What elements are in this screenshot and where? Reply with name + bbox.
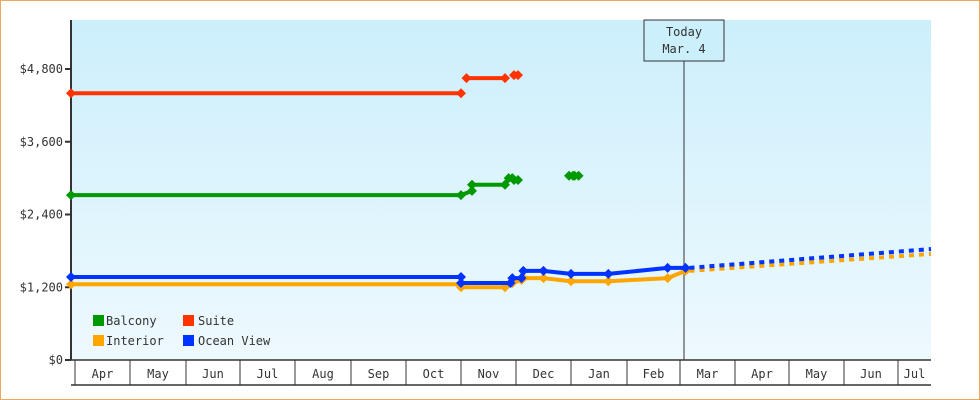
month-label: Jun (202, 367, 224, 381)
ocean-view-point (516, 273, 527, 284)
y-tick-label: $0 (49, 353, 63, 367)
interior-point (538, 273, 549, 284)
ocean-view-point (456, 271, 466, 282)
month-label: Dec (533, 367, 555, 381)
month-label: Oct (423, 367, 445, 381)
month-label: Nov (478, 367, 500, 381)
interior-point (66, 279, 76, 290)
interior-point (662, 273, 673, 284)
legend-swatch-interior (93, 335, 104, 346)
suite-point (500, 73, 510, 84)
legend-label-balcony: Balcony (106, 314, 157, 328)
balcony-point (573, 170, 584, 181)
month-label: May (147, 367, 169, 381)
month-label: Feb (643, 367, 665, 381)
legend-swatch-balcony (93, 315, 104, 326)
balcony-point (513, 174, 523, 185)
ocean-view-point (518, 265, 529, 276)
month-label: May (806, 367, 828, 381)
ocean-view-point (456, 278, 466, 289)
y-axis: $0 $1,200 $2,400 $3,600 $4,800 (20, 20, 72, 367)
ocean-view-point (66, 271, 76, 282)
ocean-view-point (538, 265, 549, 276)
legend-label-ocean-view: Ocean View (198, 334, 271, 348)
suite-point (456, 88, 466, 99)
series-layer (66, 70, 932, 293)
month-label: Sep (368, 367, 390, 381)
legend-item-interior: Interior (93, 334, 164, 348)
balcony-point (467, 179, 477, 190)
balcony-point (456, 190, 466, 201)
legend-item-suite: Suite (183, 314, 234, 328)
legend-item-ocean-view: Ocean View (183, 334, 271, 348)
y-tick-label: $4,800 (20, 62, 63, 76)
month-label: Apr (92, 367, 114, 381)
y-tick-label: $1,200 (20, 280, 63, 294)
month-label: Jul (257, 367, 279, 381)
ocean-view-point (680, 262, 691, 273)
balcony-point (66, 190, 76, 201)
month-label: Jan (588, 367, 610, 381)
legend-item-balcony: Balcony (93, 314, 157, 328)
legend-swatch-suite (183, 315, 194, 326)
month-label: Apr (751, 367, 773, 381)
ocean-view-projection-line (689, 247, 932, 270)
month-label: Jun (860, 367, 882, 381)
balcony-point (500, 179, 510, 190)
x-axis: Apr May Jun Jul Aug Sep Oct Nov Dec Jan Feb Mar Apr M… (71, 359, 931, 386)
y-tick-label: $3,600 (20, 135, 63, 149)
balcony-point (467, 185, 477, 196)
interior-point (566, 276, 576, 287)
suite-point (513, 70, 523, 81)
ocean-view-point (662, 262, 673, 273)
suite-point (66, 88, 76, 99)
today-label: Today (666, 25, 702, 39)
y-tick-label: $2,400 (20, 208, 63, 222)
suite-point (461, 73, 472, 84)
today-marker: Today Mar. 4 (643, 19, 725, 360)
legend-label-interior: Interior (106, 334, 164, 348)
month-label: Mar (697, 367, 719, 381)
month-label: Jul (904, 367, 926, 381)
interior-point (603, 276, 614, 287)
plot-area (71, 20, 931, 360)
interior-projection-line (689, 251, 932, 273)
ocean-view-point (603, 268, 614, 279)
month-label: Aug (312, 367, 334, 381)
ocean-view-point (566, 268, 576, 279)
legend-label-suite: Suite (198, 314, 234, 328)
ocean-view-point (507, 273, 518, 284)
legend: Balcony Suite Interior Ocean View (93, 314, 271, 348)
legend-swatch-ocean-view (183, 335, 194, 346)
today-date: Mar. 4 (662, 42, 705, 56)
